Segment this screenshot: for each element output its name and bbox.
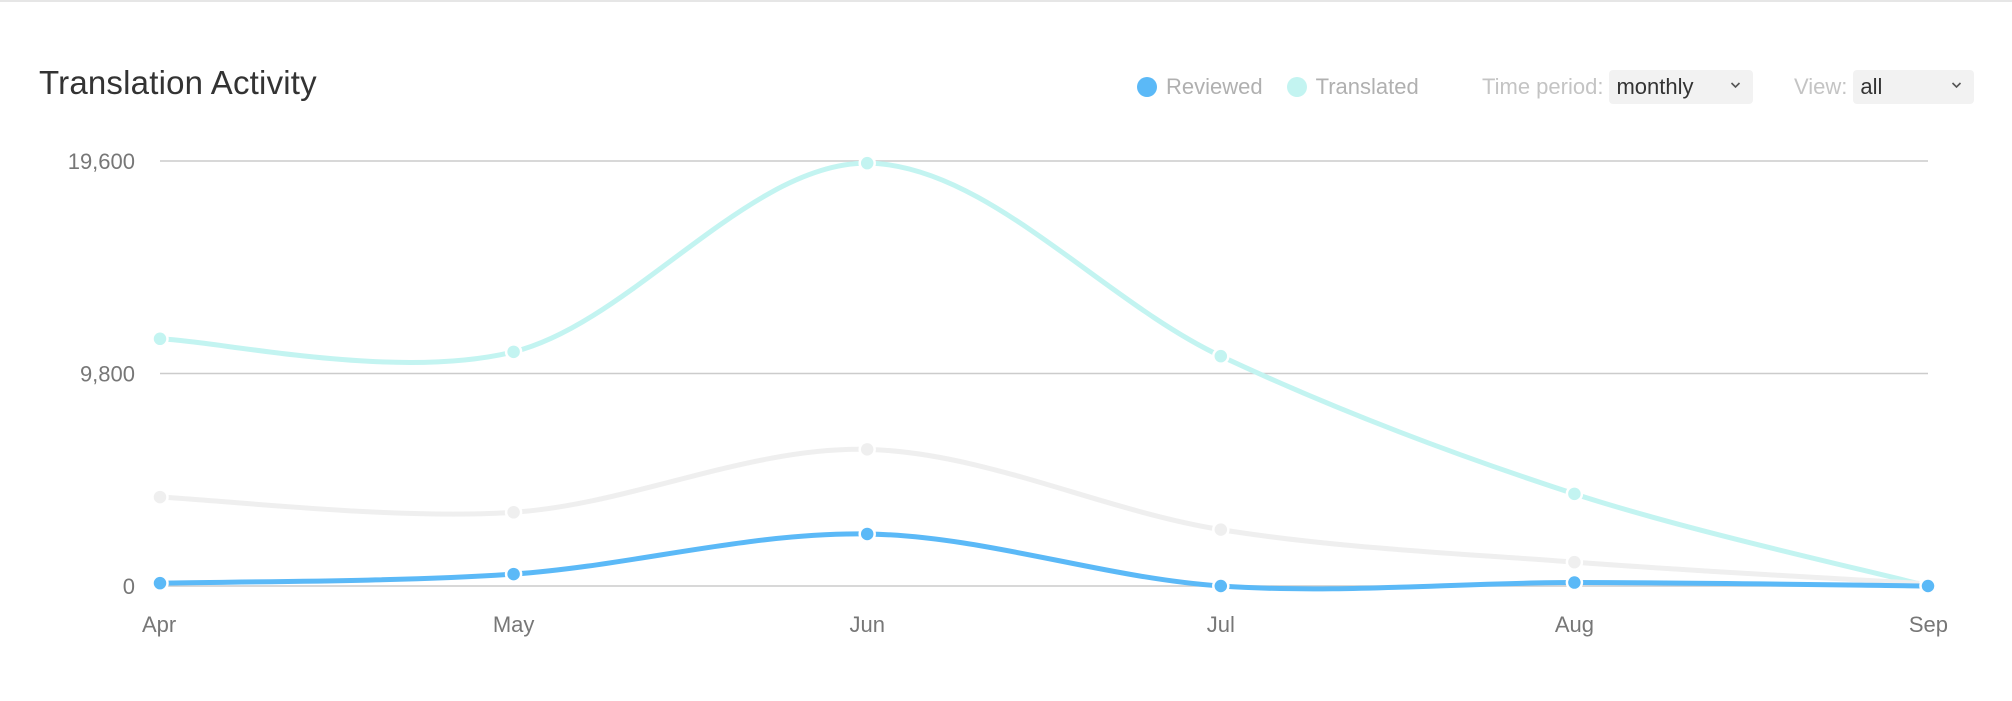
- view-label: View:: [1794, 74, 1848, 99]
- series-2-point-may[interactable]: [504, 503, 523, 522]
- x-tick-label-aug: Aug: [1555, 612, 1594, 637]
- reviewed-point-jun[interactable]: [858, 525, 876, 543]
- y-tick-label: 19,600: [68, 149, 135, 174]
- series-2-point-aug[interactable]: [1565, 553, 1584, 571]
- x-tick-label-jul: Jul: [1207, 612, 1235, 637]
- legend-swatch-translated: [1286, 77, 1307, 97]
- x-tick-label-jun: Jun: [849, 612, 884, 637]
- top-divider: [0, 0, 2012, 2]
- translated-point-jul[interactable]: [1212, 347, 1230, 365]
- legend-item-translated[interactable]: Translated: [1286, 74, 1419, 100]
- translated-point-jun[interactable]: [858, 154, 876, 172]
- translated-line: [157, 160, 1931, 589]
- chart-title: Translation Activity: [39, 64, 317, 101]
- time-period-select[interactable]: monthly: [1609, 70, 1754, 104]
- y-tick-label: 0: [123, 574, 135, 599]
- reviewed-point-apr[interactable]: [151, 574, 169, 592]
- legend-item-reviewed[interactable]: Reviewed: [1137, 74, 1263, 100]
- translated-point-aug[interactable]: [1565, 485, 1584, 503]
- translated-point-apr[interactable]: [151, 330, 169, 348]
- chevron-down-icon: [1731, 82, 1741, 89]
- series-2-point-apr[interactable]: [151, 488, 169, 506]
- legend-label-reviewed: Reviewed: [1166, 74, 1263, 99]
- series-2-line: [157, 446, 1931, 587]
- translated-point-may[interactable]: [504, 343, 523, 361]
- time-period-control: Time period: monthly: [1482, 70, 1754, 104]
- view-select[interactable]: all: [1853, 70, 1975, 104]
- legend-swatch-reviewed: [1137, 77, 1157, 97]
- chart-legend: Reviewed Translated: [1137, 70, 1443, 104]
- x-tick-label-apr: Apr: [142, 612, 176, 637]
- x-tick-label-may: May: [493, 612, 535, 637]
- reviewed-line: [157, 531, 1931, 592]
- time-period-label: Time period:: [1482, 74, 1604, 99]
- reviewed-point-aug[interactable]: [1565, 573, 1584, 592]
- y-tick-label: 9,800: [80, 362, 135, 387]
- reviewed-point-jul[interactable]: [1212, 577, 1230, 595]
- view-control: View: all: [1794, 70, 1975, 104]
- reviewed-point-may[interactable]: [504, 565, 523, 583]
- legend-label-translated: Translated: [1315, 74, 1419, 99]
- series-2-point-jun[interactable]: [858, 440, 876, 459]
- chevron-down-icon: [1952, 82, 1962, 89]
- reviewed-point-sep[interactable]: [1919, 577, 1937, 595]
- time-period-value: monthly: [1616, 74, 1694, 99]
- view-value: all: [1860, 74, 1883, 99]
- series-2-point-jul[interactable]: [1212, 520, 1230, 539]
- x-tick-label-sep: Sep: [1909, 612, 1948, 637]
